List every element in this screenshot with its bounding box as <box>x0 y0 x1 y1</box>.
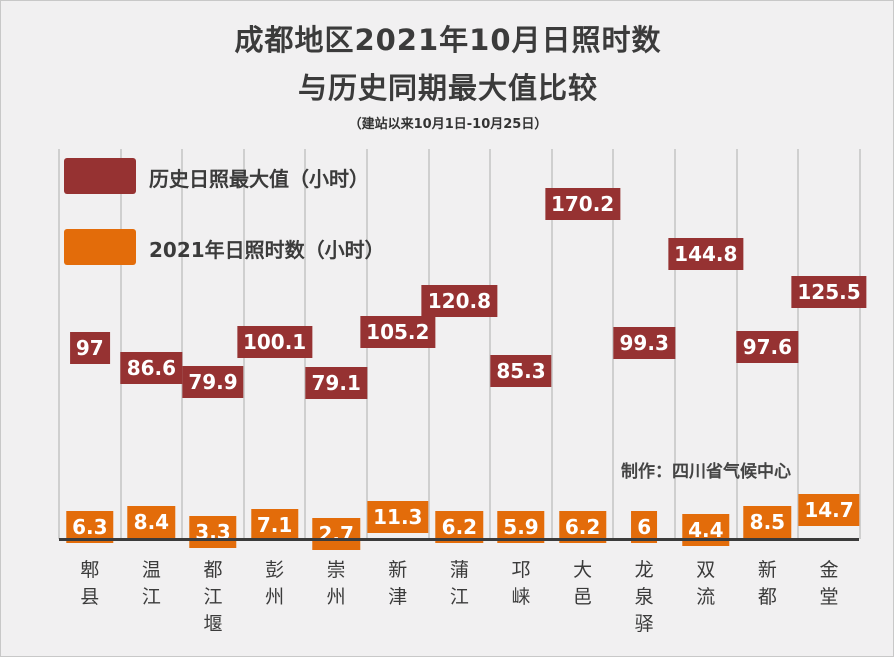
x-tick-label: 都江堰 <box>203 559 223 635</box>
history-max-label: 85.3 <box>490 354 552 387</box>
sunshine-2021-label: 6.3 <box>66 510 114 543</box>
sunshine-2021-label: 4.4 <box>682 514 730 547</box>
history-max-label: 170.2 <box>544 187 621 220</box>
sunshine-2021-label: 6.2 <box>435 510 484 543</box>
chart-subtitle: （建站以来10月1日-10月25日） <box>348 117 548 132</box>
x-tick-label: 郫县 <box>80 559 100 608</box>
sunshine-2021-label: 14.7 <box>798 494 860 527</box>
legend-label-2021: 2021年日照时数（小时） <box>149 238 385 262</box>
gridline <box>58 149 60 539</box>
x-tick-label: 温江 <box>141 559 161 608</box>
x-tick-label: 新都 <box>757 559 777 608</box>
chart-title-line2: 与历史同期最大值比较 <box>297 71 598 105</box>
sunshine-2021-label: 2.7 <box>312 517 360 550</box>
gridline <box>858 149 861 539</box>
history-max-label: 125.5 <box>791 275 867 308</box>
history-max-label: 100.1 <box>236 325 313 358</box>
x-tick-label: 双流 <box>696 559 716 608</box>
x-axis-line <box>59 538 859 541</box>
gridline <box>735 149 738 539</box>
x-tick-label: 大邑 <box>573 559 593 608</box>
x-tick-label: 蒲江 <box>449 559 469 608</box>
sunshine-2021-label: 8.4 <box>127 506 176 539</box>
legend-label-history: 历史日照最大值（小时） <box>149 167 369 191</box>
sunshine-2021-label: 8.5 <box>743 506 792 539</box>
sunshine-2021-label: 6.2 <box>558 510 607 543</box>
gridline <box>550 149 553 539</box>
history-max-label: 99.3 <box>613 327 675 360</box>
x-tick-label: 彭州 <box>265 559 285 608</box>
gridline <box>674 149 676 539</box>
gridline <box>612 149 615 539</box>
sunshine-2021-label: 11.3 <box>367 500 429 533</box>
x-tick-label: 龙泉驿 <box>634 559 654 635</box>
gridline <box>181 149 184 539</box>
history-max-label: 86.6 <box>120 352 183 385</box>
history-max-label: 79.9 <box>182 365 244 398</box>
x-tick-label: 新津 <box>388 559 408 608</box>
sunshine-2021-label: 6 <box>631 511 658 544</box>
gridline <box>489 149 492 539</box>
history-max-label: 97.6 <box>736 330 799 363</box>
gridline <box>119 149 122 539</box>
history-max-label: 144.8 <box>668 237 744 270</box>
chart-title: 成都地区2021年10月日照时数 <box>234 23 662 57</box>
source-note: 制作：四川省气候中心 <box>621 462 791 482</box>
x-tick-label: 崇州 <box>326 559 346 608</box>
legend-swatch-2021 <box>64 229 136 265</box>
sunshine-2021-label: 3.3 <box>189 516 237 549</box>
history-max-label: 120.8 <box>421 285 498 318</box>
x-tick-label: 邛崃 <box>511 559 531 608</box>
legend-swatch-history <box>64 158 136 194</box>
gridline <box>797 149 800 539</box>
x-tick-label: 金堂 <box>819 559 839 608</box>
history-max-label: 79.1 <box>305 367 367 400</box>
sunshine-2021-label: 7.1 <box>250 509 299 541</box>
history-max-label: 105.2 <box>360 315 436 348</box>
history-max-label: 97 <box>69 331 110 364</box>
